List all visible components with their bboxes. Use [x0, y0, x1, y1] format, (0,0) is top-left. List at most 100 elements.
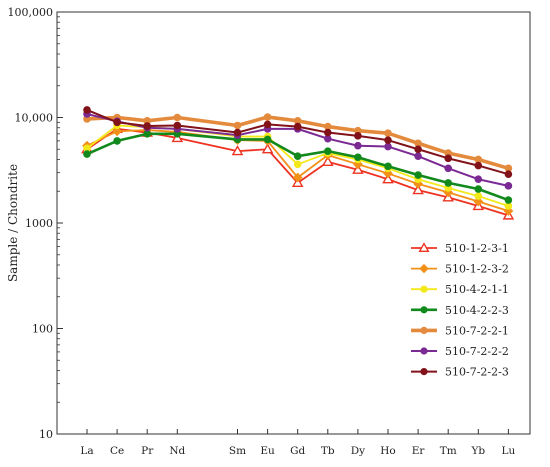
legend-label: 510-1-2-3-2: [445, 263, 509, 276]
legend-item: 510-1-2-3-1: [411, 242, 509, 255]
series-line: [86, 108, 509, 176]
y-tick-label: 1000: [25, 217, 53, 230]
data-point-gd: [293, 122, 302, 131]
data-point-nd: [173, 113, 182, 122]
data-point-eu: [263, 120, 272, 129]
data-point-tm: [444, 149, 453, 157]
data-point-yb: [474, 175, 483, 184]
x-tick-label-lu: Lu: [502, 445, 516, 457]
data-point-tb: [324, 147, 332, 155]
x-tick-label-tb: Tb: [321, 445, 335, 457]
data-point-er: [414, 139, 422, 148]
data-point-dy: [354, 153, 362, 162]
x-tick-label-la: La: [80, 445, 93, 457]
legend-item: 510-1-2-3-2: [411, 263, 509, 276]
data-point-yb: [473, 196, 484, 207]
data-point-lu: [504, 170, 513, 179]
data-point-ce: [113, 118, 121, 127]
data-point-sm: [233, 121, 242, 130]
legend-label: 510-1-2-3-1: [445, 242, 509, 255]
series-line: [86, 129, 509, 212]
x-tick-label-yb: Yb: [470, 445, 485, 457]
data-point-lu: [504, 182, 513, 190]
legend-label: 510-4-2-2-3: [445, 304, 509, 317]
data-point-ho: [382, 173, 394, 184]
data-point-yb: [474, 192, 483, 200]
legend-label: 510-7-2-2-1: [445, 324, 509, 337]
data-point-ho: [384, 162, 392, 171]
legend-item: 510-7-2-2-1: [411, 324, 509, 337]
data-point-la: [83, 150, 91, 158]
legend-item: 510-7-2-2-2: [411, 345, 509, 358]
y-tick-label: 100,000: [8, 6, 54, 19]
data-point-er: [414, 171, 422, 179]
data-point-sm: [233, 128, 242, 137]
legend-label: 510-7-2-2-2: [445, 345, 509, 358]
data-point-dy: [354, 141, 362, 150]
x-tick-label-dy: Dy: [351, 445, 365, 457]
legend-label: 510-7-2-2-3: [445, 366, 509, 379]
data-point-tm: [444, 154, 453, 163]
legend-item: 510-4-2-1-1: [411, 283, 509, 296]
x-tick-label-sm: Sm: [229, 445, 246, 457]
data-point-ho: [384, 136, 392, 144]
series-line: [86, 113, 509, 187]
data-point-pr: [143, 122, 151, 130]
x-tick-label-er: Er: [412, 445, 426, 457]
data-point-tm: [444, 179, 453, 187]
data-point-er: [412, 184, 424, 195]
y-axis-label: Sample / Chondrite: [6, 164, 20, 282]
data-point-ce: [112, 126, 123, 137]
data-point-dy: [354, 132, 362, 140]
data-point-lu: [504, 164, 513, 173]
data-point-yb: [474, 161, 483, 170]
data-point-gd: [293, 160, 302, 169]
y-tick-label: 10,000: [15, 112, 54, 125]
axes: 10 100 1000 10,000 100,000 La Ce Pr Nd Sm Eu Gd Tb Dy…: [8, 6, 531, 457]
legend: 510-1-2-3-1 510-1-2-3-2 510-4-2-1-1 510-4-2…: [411, 242, 509, 379]
data-point-gd: [293, 117, 302, 125]
legend-swatch-marker: [420, 285, 428, 293]
y-tick-label: 10: [39, 428, 53, 441]
data-point-yb: [474, 155, 483, 164]
data-point-gd: [293, 152, 302, 160]
data-point-tb: [324, 128, 332, 137]
data-point-ce: [113, 137, 121, 145]
data-point-sm: [231, 145, 244, 156]
data-point-er: [414, 152, 422, 160]
legend-swatch-marker: [420, 347, 428, 355]
data-point-lu: [504, 196, 513, 204]
data-point-pr: [143, 130, 151, 138]
series-line: [86, 127, 509, 217]
x-tick-label-ce: Ce: [110, 445, 124, 457]
series-510-4-2-2-3: [83, 130, 513, 204]
data-point-ho: [383, 168, 393, 179]
data-point-eu: [263, 135, 272, 144]
x-tick-label-nd: Nd: [169, 445, 185, 457]
data-point-eu: [263, 113, 272, 121]
series-line: [86, 115, 509, 171]
data-point-yb: [474, 185, 483, 193]
data-point-tm: [444, 164, 453, 173]
data-point-la: [83, 144, 91, 153]
series-layer: [81, 106, 515, 220]
data-point-tb: [324, 134, 332, 143]
legend-swatch-marker: [420, 326, 428, 335]
data-point-lu: [503, 206, 514, 216]
legend-label: 510-4-2-1-1: [445, 283, 509, 296]
x-tick-label-eu: Eu: [260, 445, 275, 457]
series-510-7-2-2-3: [83, 106, 513, 179]
data-point-tb: [324, 122, 332, 131]
series-line: [86, 132, 509, 202]
data-point-gd: [292, 172, 303, 183]
y-tick-label: 100: [32, 323, 53, 336]
data-point-la: [83, 106, 91, 114]
legend-swatch-marker: [420, 367, 428, 376]
legend-item: 510-4-2-2-3: [411, 304, 509, 317]
data-point-ho: [384, 142, 392, 151]
data-point-pr: [143, 117, 151, 125]
x-tick-label-pr: Pr: [141, 445, 154, 457]
x-tick-label-gd: Gd: [290, 445, 305, 457]
data-point-eu: [261, 143, 274, 154]
legend-swatch-marker: [420, 306, 428, 314]
